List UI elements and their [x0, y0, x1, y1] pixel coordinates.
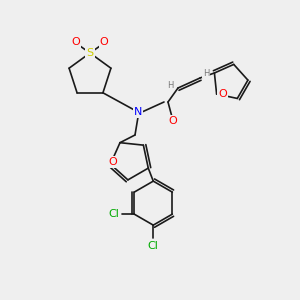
- Text: S: S: [86, 48, 94, 58]
- Text: H: H: [203, 68, 209, 77]
- Text: Cl: Cl: [148, 241, 159, 251]
- Text: O: O: [218, 89, 227, 99]
- Text: O: O: [108, 157, 117, 167]
- Text: O: O: [100, 37, 108, 46]
- Text: Cl: Cl: [109, 209, 120, 219]
- Text: N: N: [134, 107, 142, 117]
- Text: O: O: [72, 37, 80, 46]
- Text: H: H: [167, 80, 173, 89]
- Text: O: O: [169, 116, 177, 126]
